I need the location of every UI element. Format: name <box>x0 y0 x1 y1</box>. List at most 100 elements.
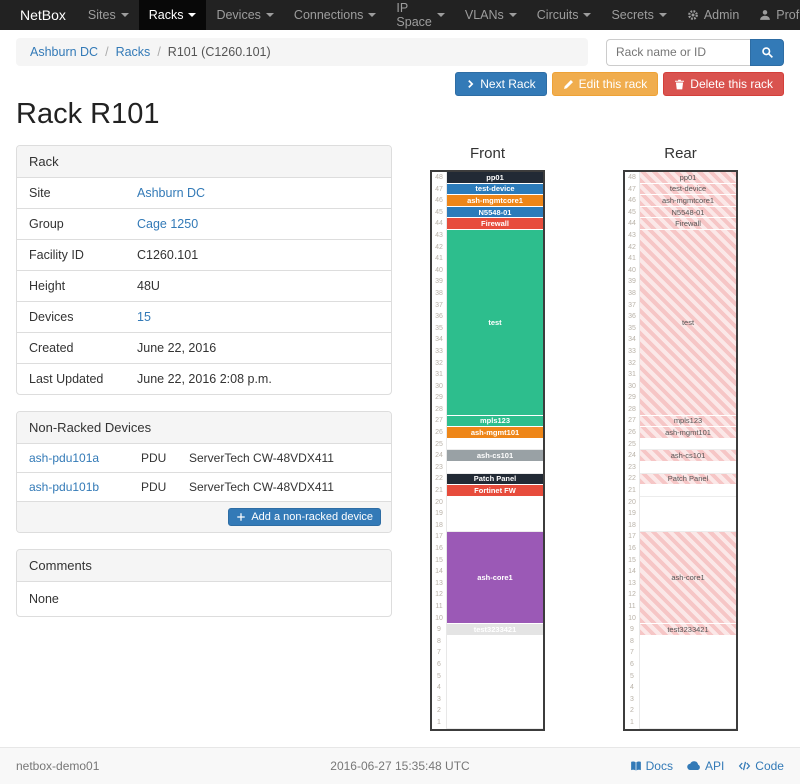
nav-item-label: Profile <box>776 8 800 22</box>
unit-number: 36 <box>628 313 636 321</box>
nav-item-connections[interactable]: Connections <box>284 0 387 30</box>
unit-number: 41 <box>628 255 636 263</box>
rack-device-ash-core1[interactable]: ash-core1 <box>447 531 543 625</box>
nav-item-sites[interactable]: Sites <box>78 0 139 30</box>
edit-rack-button[interactable]: Edit this rack <box>551 72 659 96</box>
unit-number: 12 <box>628 591 636 599</box>
brand-link[interactable]: NetBox <box>20 7 66 23</box>
nav-item-ip-space[interactable]: IP Space <box>386 0 454 30</box>
unit-number: 33 <box>628 347 636 355</box>
rack-device-pp01[interactable]: pp01 <box>447 172 543 184</box>
footer-link-docs[interactable]: Docs <box>630 759 673 773</box>
rack-device-firewall[interactable]: Firewall <box>640 218 736 230</box>
rack-unit-empty <box>447 496 543 532</box>
device-type: ServerTech CW-48VDX411 <box>189 451 334 465</box>
rack-device-test3233421[interactable]: test3233421 <box>447 624 543 636</box>
unit-number: 32 <box>628 359 636 367</box>
rack-attr-row-group: Group Cage 1250 <box>17 208 391 239</box>
add-non-racked-device-button[interactable]: Add a non-racked device <box>228 508 381 526</box>
footer-link-api[interactable]: API <box>687 759 724 773</box>
rack-device-ash-mgmtcore1[interactable]: ash-mgmtcore1 <box>447 195 543 207</box>
next-rack-button[interactable]: Next Rack <box>455 72 547 96</box>
rack-device-fortinet-fw[interactable]: Fortinet FW <box>447 485 543 497</box>
caret-down-icon <box>508 13 517 17</box>
unit-number: 9 <box>630 626 634 634</box>
footer-link-label: Docs <box>645 758 673 773</box>
attr-label: Site <box>29 186 51 200</box>
search-button[interactable] <box>750 38 784 66</box>
rack-device-mpls123[interactable]: mpls123 <box>447 415 543 428</box>
attr-value-link[interactable]: 15 <box>137 310 151 324</box>
unit-number: 20 <box>628 498 636 506</box>
rack-device-ash-mgmt101[interactable]: ash-mgmt101 <box>447 427 543 439</box>
rack-device-ash-cs101[interactable]: ash-cs101 <box>640 450 736 462</box>
nav-item-label: Circuits <box>536 8 579 22</box>
footer-link-code[interactable]: Code <box>738 759 784 773</box>
search-input[interactable] <box>606 38 750 66</box>
device-label: N5548-01 <box>478 207 512 217</box>
rack-device-ash-cs101[interactable]: ash-cs101 <box>447 450 543 462</box>
breadcrumb-link-ashburn-dc[interactable]: Ashburn DC <box>30 45 99 59</box>
rack-device-test3233421[interactable]: test3233421 <box>640 624 736 636</box>
nav-item-label: Connections <box>293 8 364 22</box>
unit-number: 41 <box>435 255 443 263</box>
rack-device-n5548-01[interactable]: N5548-01 <box>447 206 543 219</box>
non-racked-list: ash-pdu101a PDU ServerTech CW-48VDX411 ash-… <box>17 444 391 501</box>
device-label: ash-mgmtcore1 <box>467 195 523 205</box>
code-icon <box>738 760 751 772</box>
trash-icon <box>674 79 685 90</box>
unit-number: 28 <box>435 405 443 413</box>
attr-value-link[interactable]: Ashburn DC <box>137 186 206 200</box>
rack-device-test-device[interactable]: test-device <box>640 183 736 196</box>
device-link-ash-pdu101a[interactable]: ash-pdu101a <box>29 451 100 465</box>
caret-down-icon <box>188 13 197 17</box>
rack-device-test[interactable]: test <box>447 229 543 416</box>
rack-device-test[interactable]: test <box>640 229 736 416</box>
nav-item-profile[interactable]: Profile <box>749 0 800 30</box>
delete-rack-button[interactable]: Delete this rack <box>663 72 784 96</box>
rack-device-n5548-01[interactable]: N5548-01 <box>640 206 736 219</box>
unit-number: 6 <box>630 660 634 668</box>
unit-number: 25 <box>435 440 443 448</box>
breadcrumb-link-racks[interactable]: Racks <box>115 45 151 59</box>
device-label: mpls123 <box>479 416 511 426</box>
nav-item-vlans[interactable]: VLANs <box>455 0 527 30</box>
unit-number: 22 <box>628 475 636 483</box>
unit-number: 22 <box>435 475 443 483</box>
rack-device-ash-core1[interactable]: ash-core1 <box>640 531 736 625</box>
attr-label: Devices <box>29 310 74 324</box>
rack-device-firewall[interactable]: Firewall <box>447 218 543 230</box>
nav-item-label: Secrets <box>611 8 654 22</box>
unit-number: 35 <box>435 324 443 332</box>
caret-down-icon <box>120 13 129 17</box>
nav-item-devices[interactable]: Devices <box>206 0 283 30</box>
rack-device-patch-panel[interactable]: Patch Panel <box>447 473 543 486</box>
attr-value: June 22, 2016 2:08 p.m. <box>137 372 272 386</box>
unit-number: 21 <box>628 487 636 495</box>
attr-label: Group <box>29 217 64 231</box>
unit-number: 8 <box>437 637 441 645</box>
caret-down-icon <box>368 13 377 17</box>
unit-number: 48 <box>435 174 443 181</box>
rack-device-ash-mgmtcore1[interactable]: ash-mgmtcore1 <box>640 195 736 207</box>
nav-item-racks[interactable]: Racks <box>138 0 207 30</box>
unit-number: 27 <box>628 417 636 425</box>
nav-item-admin[interactable]: Admin <box>677 0 749 30</box>
navbar: NetBox Sites Racks Devices Connections IP Sp… <box>0 0 800 30</box>
attr-value-link[interactable]: Cage 1250 <box>137 217 199 231</box>
nav-item-secrets[interactable]: Secrets <box>601 0 676 30</box>
rack-device-test-device[interactable]: test-device <box>447 183 543 196</box>
rack-device-ash-mgmt101[interactable]: ash-mgmt101 <box>640 427 736 439</box>
attr-value: 48U <box>137 279 160 293</box>
unit-number: 5 <box>630 672 634 680</box>
rack-device-pp01[interactable]: pp01 <box>640 172 736 184</box>
rack-device-patch-panel[interactable]: Patch Panel <box>640 473 736 486</box>
unit-number: 31 <box>435 371 443 379</box>
unit-number: 19 <box>435 510 443 518</box>
device-link-ash-pdu101b[interactable]: ash-pdu101b <box>29 480 100 494</box>
nav-item-circuits[interactable]: Circuits <box>527 0 602 30</box>
hostname: netbox-demo01 <box>16 758 100 773</box>
page-title: Rack R101 <box>16 98 160 130</box>
rack-device-mpls123[interactable]: mpls123 <box>640 415 736 428</box>
pencil-icon <box>563 79 574 90</box>
